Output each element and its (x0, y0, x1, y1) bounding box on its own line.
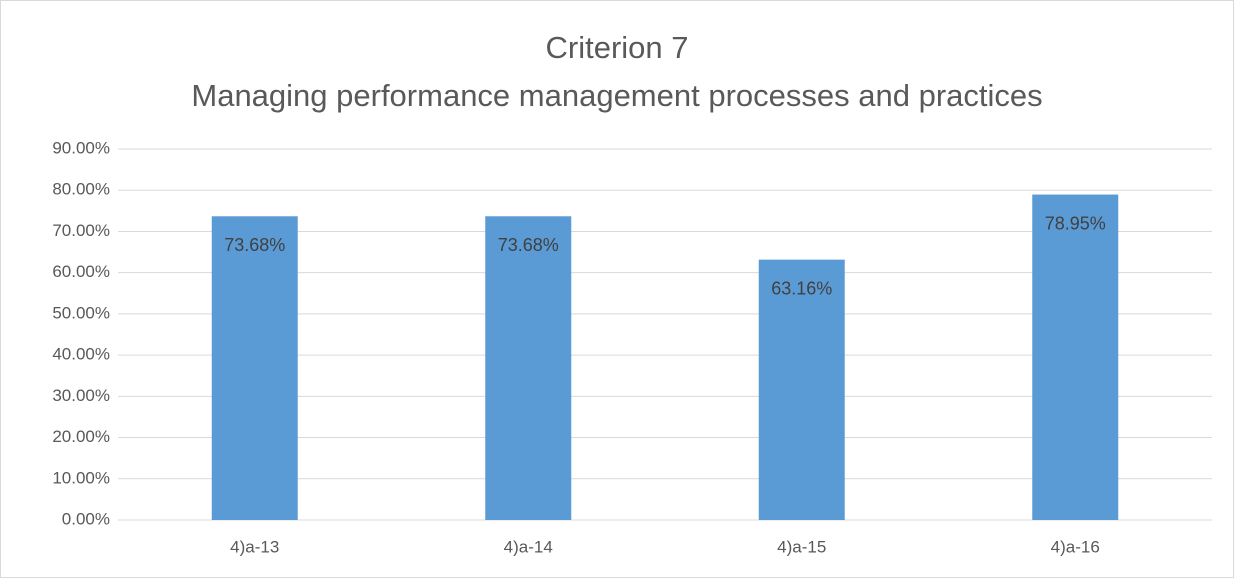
x-tick-label: 4)a-15 (777, 537, 826, 556)
bar (1032, 194, 1119, 521)
y-tick-label: 90.00% (52, 138, 110, 157)
y-tick-label: 60.00% (52, 262, 110, 281)
bar (758, 259, 845, 520)
value-label: 73.68% (498, 235, 559, 255)
chart-title: Managing performance management processe… (191, 78, 1042, 113)
y-tick-label: 10.00% (52, 468, 110, 487)
y-tick-label: 70.00% (52, 221, 110, 240)
x-tick-label: 4)a-16 (1051, 537, 1100, 556)
y-tick-label: 0.00% (62, 509, 110, 528)
y-tick-label: 30.00% (52, 386, 110, 405)
value-label: 73.68% (224, 235, 285, 255)
chart-title: Criterion 7 (546, 30, 689, 65)
y-tick-label: 50.00% (52, 303, 110, 322)
bar (211, 216, 298, 521)
y-tick-label: 40.00% (52, 345, 110, 364)
value-label: 63.16% (771, 278, 832, 298)
y-tick-label: 20.00% (52, 427, 110, 446)
bar (485, 216, 572, 521)
y-tick-label: 80.00% (52, 180, 110, 199)
value-label: 78.95% (1045, 213, 1106, 233)
x-tick-label: 4)a-14 (504, 537, 553, 556)
x-tick-label: 4)a-13 (230, 537, 279, 556)
